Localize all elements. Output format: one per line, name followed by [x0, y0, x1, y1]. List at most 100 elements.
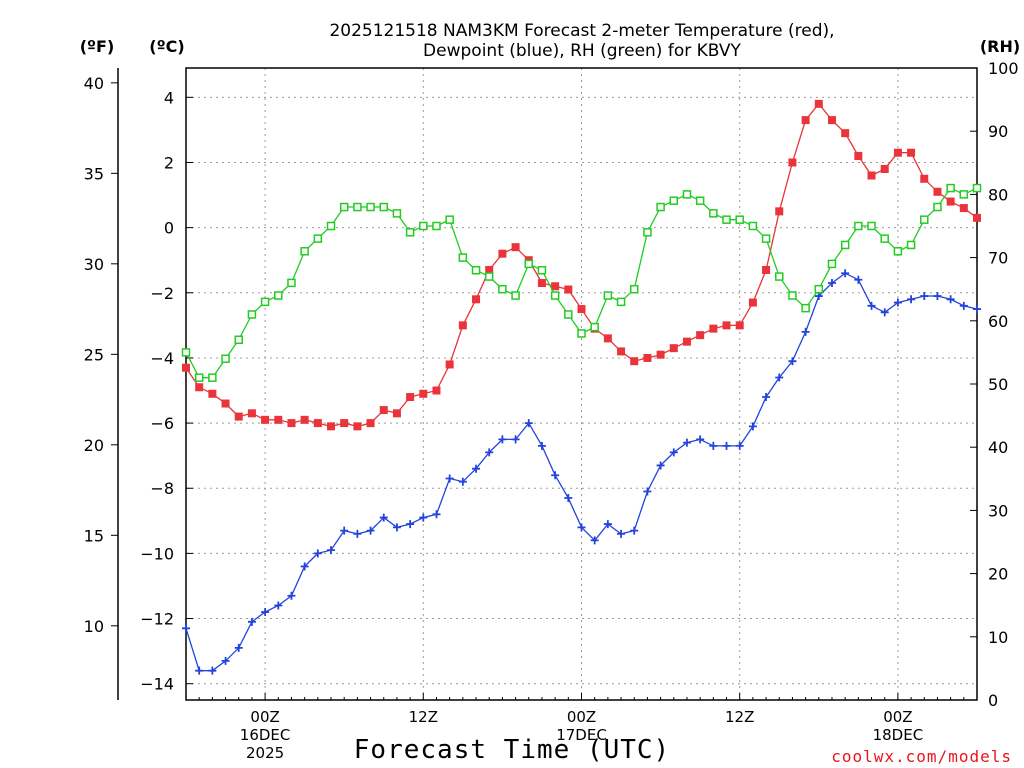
- dewpoint-point: [762, 393, 771, 402]
- dewpoint-point: [590, 536, 599, 545]
- rh-point: [722, 215, 731, 224]
- 2-meter-temperature-point: [775, 207, 784, 216]
- dewpoint-point: [366, 526, 375, 535]
- rh-point: [735, 215, 744, 224]
- x-tick-date: 18DEC: [873, 726, 924, 744]
- rh-point: [656, 202, 665, 212]
- celsius-tick-label: 0: [164, 219, 174, 238]
- dewpoint-point: [893, 298, 902, 307]
- rh-point: [788, 291, 797, 300]
- rh-point: [471, 265, 481, 275]
- celsius-tick-label: −10: [140, 544, 174, 563]
- dewpoint-point: [234, 643, 243, 652]
- 2-meter-temperature-point: [485, 265, 494, 274]
- rh-point: [893, 247, 903, 256]
- x-tick-label: 00Z: [250, 708, 279, 726]
- rh-point: [181, 348, 191, 357]
- dewpoint-point: [775, 373, 784, 382]
- dewpoint-point: [603, 520, 612, 529]
- rh-unit-label: (RH): [980, 37, 1020, 56]
- dewpoint-point: [274, 601, 283, 610]
- x-tick-label: 00Z: [883, 708, 912, 726]
- 2-meter-temperature-point: [617, 347, 626, 356]
- rh-point: [933, 202, 942, 212]
- 2-meter-temperature-point: [709, 324, 718, 333]
- 2-meter-temperature-point: [722, 321, 731, 330]
- chart-title-line-1: 2025121518 NAM3KM Forecast 2-meter Tempe…: [329, 21, 834, 41]
- dewpoint-point: [933, 292, 942, 301]
- rh-point: [827, 259, 837, 269]
- rh-point: [194, 373, 204, 382]
- fahrenheit-tick-label: 20: [84, 436, 104, 455]
- dewpoint-point: [867, 301, 876, 310]
- rh-point: [300, 247, 309, 256]
- 2-meter-temperature-point: [788, 158, 797, 167]
- rh-point: [484, 272, 494, 281]
- 2-meter-temperature-point: [195, 383, 204, 392]
- dewpoint-point: [313, 549, 322, 558]
- rh-point: [616, 297, 626, 307]
- fahrenheit-tick-label: 10: [84, 617, 104, 636]
- rh-point: [761, 234, 771, 243]
- rh-point: [405, 228, 415, 237]
- rh-point: [221, 354, 230, 363]
- rh-point: [432, 221, 441, 231]
- rh-point: [392, 209, 402, 218]
- 2-meter-temperature-point: [327, 422, 336, 431]
- 2-meter-temperature-point: [946, 197, 955, 206]
- rh-tick-label: 60: [988, 312, 1008, 331]
- 2-meter-temperature-point: [735, 321, 744, 330]
- rh-tick-label: 100: [988, 59, 1019, 78]
- dewpoint-point: [920, 292, 929, 301]
- 2-meter-temperature-point: [643, 353, 652, 362]
- 2-meter-temperature-point: [511, 243, 520, 252]
- rh-point: [972, 183, 982, 193]
- dewpoint-point: [524, 419, 533, 428]
- 2-meter-temperature-point: [300, 415, 309, 424]
- 2-meter-temperature-point: [379, 406, 388, 415]
- dewpoint-point: [537, 441, 546, 450]
- dewpoint-point: [801, 327, 810, 336]
- dewpoint-point: [696, 435, 705, 444]
- 2-meter-temperature-point: [762, 265, 771, 274]
- 2-meter-temperature-point: [920, 174, 929, 183]
- 2-meter-temperature-point: [406, 393, 415, 402]
- rh-point: [854, 221, 863, 231]
- credit-text: coolwx.com/models: [831, 747, 1012, 766]
- 2-meter-temperature-point: [247, 409, 256, 418]
- dewpoint-point: [340, 526, 349, 535]
- x-tick-label: 12Z: [409, 708, 438, 726]
- dewpoint-point: [182, 624, 190, 633]
- dewpoint-point: [669, 448, 678, 457]
- rh-point: [748, 221, 758, 231]
- rh-point: [339, 202, 349, 212]
- chart-title-line-2: Dewpoint (blue), RH (green) for KBVY: [423, 41, 741, 61]
- rh-point: [260, 297, 270, 307]
- fahrenheit-tick-label: 25: [84, 345, 104, 364]
- rh-point: [643, 228, 652, 237]
- dewpoint-point: [432, 510, 441, 519]
- x-tick-date: 16DEC: [240, 726, 291, 744]
- rh-point: [682, 190, 692, 199]
- rh-point: [353, 202, 362, 212]
- 2-meter-temperature-point: [696, 331, 705, 340]
- 2-meter-temperature-point: [841, 129, 850, 138]
- fahrenheit-tick-label: 15: [84, 526, 104, 545]
- rh-point: [537, 265, 547, 275]
- celsius-tick-label: −4: [150, 349, 174, 368]
- x-tick-label: 12Z: [725, 708, 754, 726]
- dewpoint-point: [406, 520, 415, 529]
- dewpoint-point: [353, 529, 362, 538]
- rh-point: [564, 310, 573, 319]
- rh-point: [603, 291, 613, 300]
- rh-point: [946, 183, 955, 193]
- rh-point: [287, 278, 296, 288]
- rh-point: [313, 234, 323, 243]
- 2-meter-temperature-point: [221, 399, 230, 408]
- dewpoint-point: [564, 494, 573, 503]
- dewpoint-point: [946, 295, 955, 304]
- dewpoint-point: [959, 301, 968, 310]
- rh-tick-label: 30: [988, 501, 1008, 520]
